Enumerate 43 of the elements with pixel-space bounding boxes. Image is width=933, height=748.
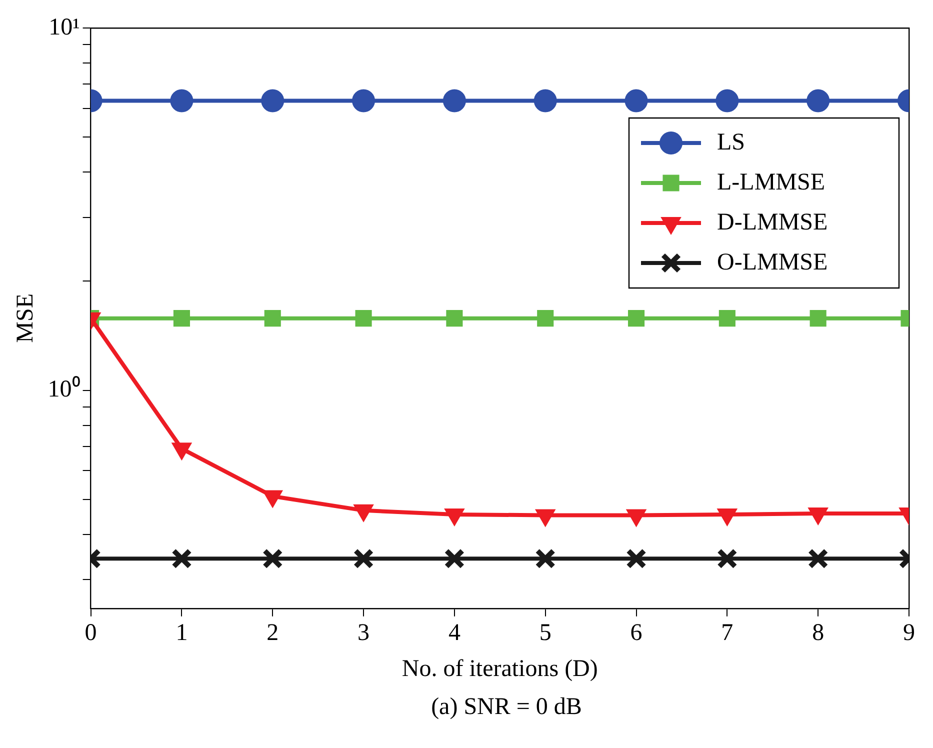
x-tick-label: 1 xyxy=(176,620,188,646)
point xyxy=(718,310,736,327)
point xyxy=(261,89,284,112)
legend-label: LS xyxy=(717,129,746,156)
x-tick-label: 2 xyxy=(266,620,279,646)
point xyxy=(535,548,556,569)
point xyxy=(264,310,281,327)
point xyxy=(355,310,372,327)
point xyxy=(170,89,194,112)
x-tick-label: 3 xyxy=(358,620,370,646)
x-tick-label: 0 xyxy=(84,620,97,646)
x-tick-label: 7 xyxy=(721,620,734,646)
point xyxy=(262,548,283,569)
legend-label: O-LMMSE xyxy=(717,249,828,276)
point xyxy=(806,89,830,112)
legend-label: D-LMMSE xyxy=(717,209,828,236)
point xyxy=(810,310,826,327)
x-axis-title: No. of iterations (D) xyxy=(402,656,598,682)
point xyxy=(534,89,557,112)
x-tick-label: 9 xyxy=(903,620,915,646)
y-tick-label: 10¹ xyxy=(48,14,80,40)
y-tick-label: 10⁰ xyxy=(48,376,80,403)
x-tick-label: 6 xyxy=(630,620,642,646)
legend-label: L-LMMSE xyxy=(717,169,825,196)
y-axis-title: MSE xyxy=(12,294,39,343)
point xyxy=(444,548,465,569)
point xyxy=(446,310,463,327)
point xyxy=(716,89,739,112)
x-tick-label: 8 xyxy=(812,620,824,646)
point xyxy=(171,548,192,569)
point xyxy=(628,310,645,327)
point xyxy=(624,89,648,112)
x-tick-label: 5 xyxy=(539,620,552,646)
point xyxy=(626,548,647,569)
point xyxy=(173,310,190,327)
point xyxy=(808,548,828,569)
point xyxy=(353,548,374,569)
point xyxy=(352,89,376,112)
point xyxy=(442,89,466,112)
text: (a) SNR = 0 dB xyxy=(430,694,583,721)
point xyxy=(716,548,738,569)
point xyxy=(537,310,554,327)
x-tick-label: 4 xyxy=(448,620,460,646)
